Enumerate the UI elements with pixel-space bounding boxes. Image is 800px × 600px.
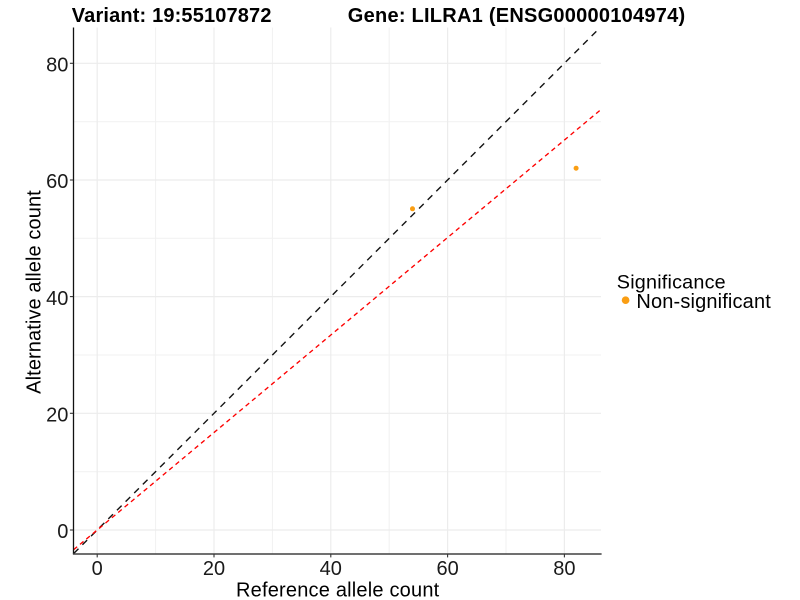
svg-text:0: 0 (92, 558, 103, 580)
svg-text:40: 40 (320, 558, 342, 580)
svg-text:80: 80 (46, 55, 68, 77)
svg-text:20: 20 (46, 405, 68, 427)
svg-text:Gene: LILRA1 (ENSG00000104974): Gene: LILRA1 (ENSG00000104974) (348, 5, 686, 27)
svg-text:40: 40 (46, 288, 68, 310)
svg-text:Significance: Significance (617, 271, 726, 293)
svg-text:Variant: 19:55107872: Variant: 19:55107872 (72, 5, 272, 27)
svg-text:0: 0 (57, 521, 68, 543)
svg-text:Reference allele count: Reference allele count (236, 580, 440, 600)
svg-text:60: 60 (436, 558, 458, 580)
svg-text:Non-significant: Non-significant (636, 291, 771, 313)
svg-text:80: 80 (553, 558, 575, 580)
svg-text:Alternative allele count: Alternative allele count (23, 190, 45, 394)
svg-text:60: 60 (46, 171, 68, 193)
svg-text:20: 20 (203, 558, 225, 580)
